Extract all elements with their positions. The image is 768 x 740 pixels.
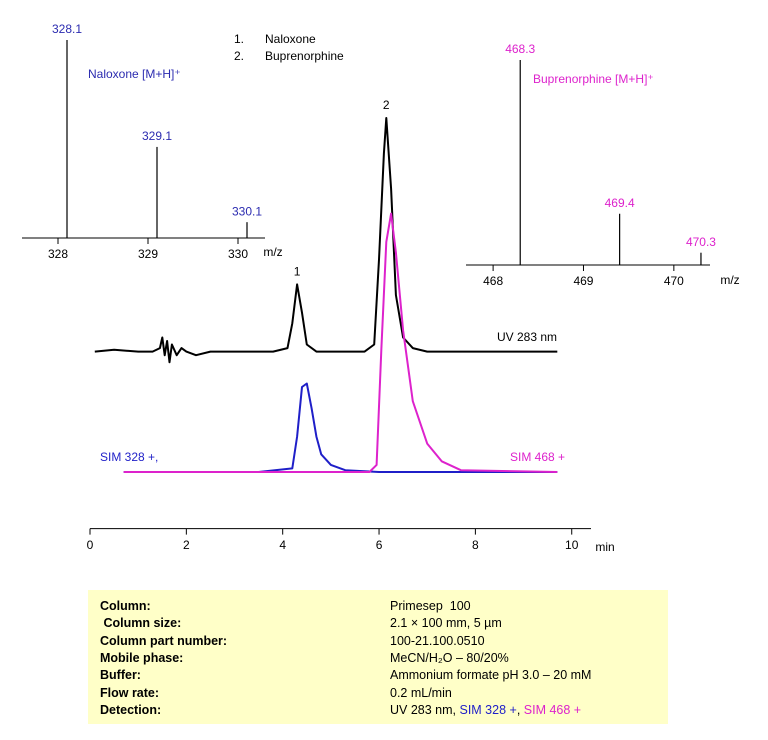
peak-label: 1 <box>294 265 301 279</box>
x-tick-label: 4 <box>279 538 286 552</box>
x-tick-label: 469 <box>573 274 593 288</box>
x-tick-label: 329 <box>138 247 158 261</box>
condition-value-part: UV 283 nm, <box>390 702 460 717</box>
peak-mz-label: 328.1 <box>52 22 82 36</box>
peak-mz-label: 468.3 <box>505 42 535 56</box>
x-tick-label: 2 <box>183 538 190 552</box>
condition-value-part: SIM 328 + <box>459 702 517 717</box>
condition-value-part: , <box>516 702 524 717</box>
condition-label: Column: <box>100 599 151 613</box>
x-axis-label: m/z <box>720 273 739 287</box>
condition-value: Ammonium formate pH 3.0 – 20 mM <box>390 667 591 684</box>
condition-value: 2.1 × 100 mm, 5 µm <box>390 615 502 632</box>
trace-label: SIM 468 + <box>510 450 565 464</box>
trace-label: SIM 328 +, <box>100 450 158 464</box>
peak-mz-label: 470.3 <box>686 235 716 249</box>
x-tick-label: 328 <box>48 247 68 261</box>
condition-label: Buffer: <box>100 668 141 683</box>
peak-list-name: Naloxone <box>265 32 316 46</box>
condition-label: Column part number: <box>100 633 228 648</box>
x-axis-label: min <box>595 540 614 554</box>
trace <box>123 212 558 473</box>
x-tick-label: 470 <box>664 274 684 288</box>
peak-mz-label: 469.4 <box>605 196 635 210</box>
x-tick-label: 468 <box>483 274 503 288</box>
condition-value: UV 283 nm, SIM 328 +, SIM 468 + <box>390 702 581 719</box>
condition-value-part: 2.1 × 100 mm, 5 µm <box>390 616 502 631</box>
condition-value-part: Ammonium formate pH 3.0 – 20 mM <box>390 668 592 683</box>
condition-label: Column size: <box>100 616 182 631</box>
condition-value: 0.2 mL/min <box>390 685 452 702</box>
x-tick-label: 8 <box>472 538 479 552</box>
peak-mz-label: 330.1 <box>232 204 262 218</box>
peak-list-name: Buprenorphine <box>265 49 344 63</box>
x-axis-label: m/z <box>263 245 282 259</box>
x-tick-label: 330 <box>228 247 248 261</box>
x-tick-label: 6 <box>376 538 383 552</box>
conditions-table: Column: Primesep 100 Column size: 2.1 × 10… <box>88 590 668 724</box>
condition-value-part: 100-21.100.0510 <box>390 633 485 648</box>
condition-value: 100-21.100.0510 <box>390 633 485 650</box>
peak-mz-label: 329.1 <box>142 129 172 143</box>
peak-list-number: 2. <box>234 49 244 63</box>
condition-label: Mobile phase: <box>100 650 184 665</box>
condition-value-part: SIM 468 + <box>523 702 582 717</box>
condition-value: MeCN/H₂O – 80/20% <box>390 650 509 667</box>
condition-value-part: Primesep 100 <box>390 599 471 613</box>
condition-value-part: 0.2 mL/min <box>390 685 452 700</box>
x-tick-label: 0 <box>87 538 94 552</box>
condition-value-part: MeCN/H₂O – 80/20% <box>390 650 509 665</box>
condition-value: Primesep 100 <box>390 598 471 615</box>
trace-label: UV 283 nm <box>497 330 557 344</box>
condition-label: Flow rate: <box>100 685 160 700</box>
spectrum-title: Buprenorphine [M+H]⁺ <box>533 72 654 86</box>
peak-list-number: 1. <box>234 32 244 46</box>
condition-label: Detection: <box>100 702 162 717</box>
trace <box>94 117 558 364</box>
x-tick-label: 10 <box>565 538 579 552</box>
trace <box>123 382 558 473</box>
peak-label: 2 <box>383 98 390 112</box>
spectrum-title: Naloxone [M+H]⁺ <box>88 67 181 81</box>
